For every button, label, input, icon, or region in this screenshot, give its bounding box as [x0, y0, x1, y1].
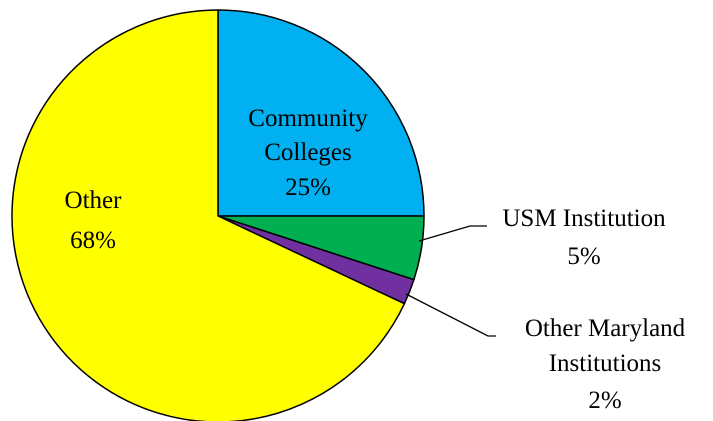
label-usm-institution-value: 5%	[567, 243, 600, 270]
pie-slice-community-colleges	[217, 9, 425, 217]
label-other-maryland-line2: Institutions	[549, 350, 662, 377]
label-usm-institution: USM Institution	[502, 205, 666, 232]
pie-slice-other	[11, 9, 406, 421]
label-other-value: 68%	[70, 227, 116, 254]
label-other: Other	[65, 187, 123, 214]
label-community-colleges-value: 25%	[285, 174, 331, 201]
pie-slices	[11, 9, 425, 421]
leader-line-usm-institution	[418, 225, 487, 242]
leader-lines	[405, 225, 496, 337]
label-community-colleges-line2: Colleges	[264, 139, 352, 166]
label-other-maryland-line1: Other Maryland	[525, 315, 686, 342]
label-community-colleges-line1: Community	[248, 105, 368, 132]
label-other-maryland-value: 2%	[588, 387, 621, 414]
leader-line-other-maryland	[405, 293, 496, 337]
